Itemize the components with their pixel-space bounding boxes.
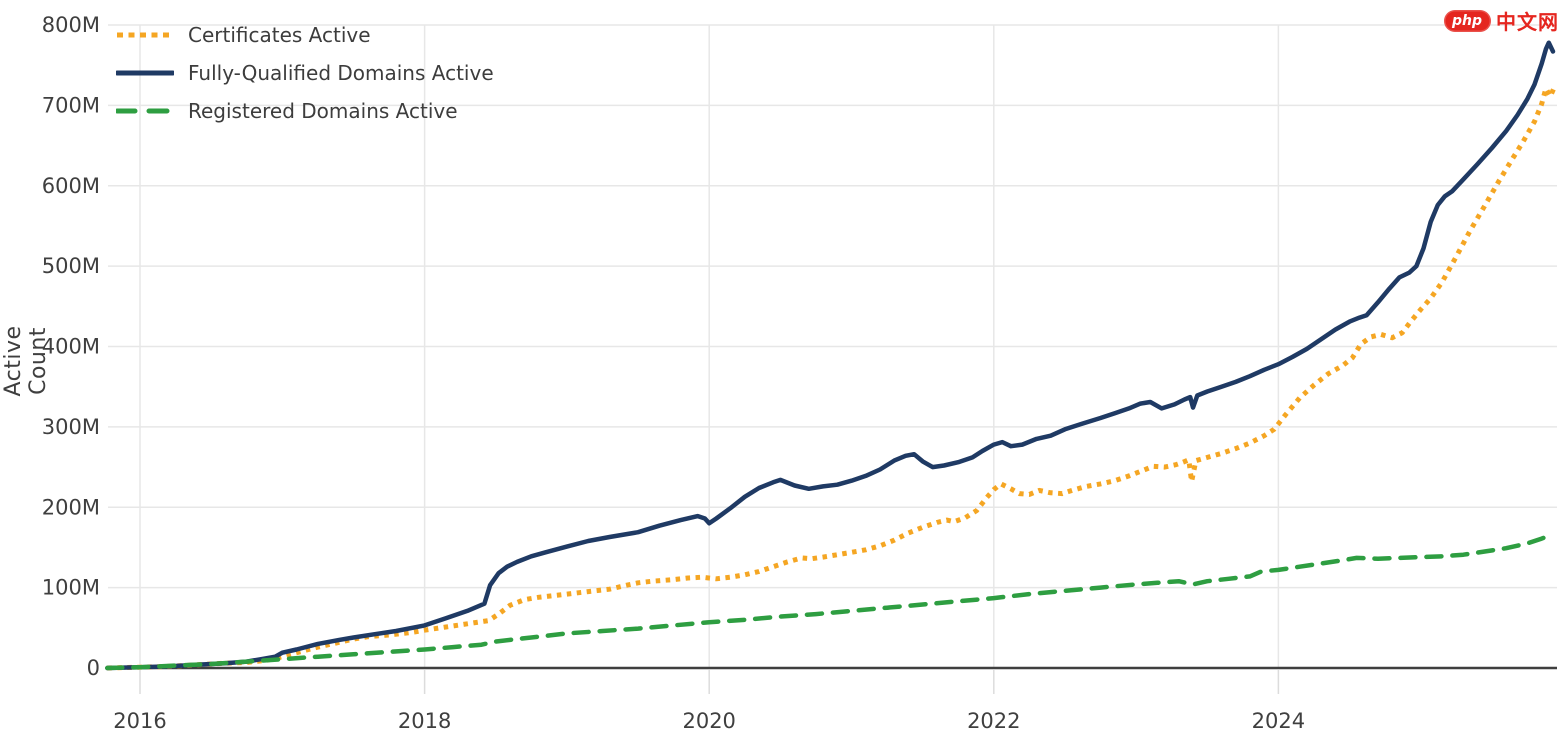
php-logo-badge: php xyxy=(1443,9,1491,32)
svg-text:500M: 500M xyxy=(42,254,100,278)
svg-text:2016: 2016 xyxy=(113,709,166,733)
chart-legend: Certificates Active Fully-Qualified Doma… xyxy=(116,16,494,130)
fqdn-line-swatch-icon xyxy=(116,70,174,76)
site-watermark: php 中文网 xyxy=(1443,6,1559,35)
svg-text:2024: 2024 xyxy=(1252,709,1305,733)
svg-text:100M: 100M xyxy=(42,576,100,600)
y-axis-title: Active Count xyxy=(1,325,51,397)
certificates-line-swatch-icon xyxy=(117,32,173,38)
site-name-text: 中文网 xyxy=(1496,10,1559,34)
legend-item-fqdn[interactable]: Fully-Qualified Domains Active xyxy=(116,54,494,92)
svg-text:700M: 700M xyxy=(42,93,100,117)
svg-text:400M: 400M xyxy=(42,335,100,359)
legend-label: Registered Domains Active xyxy=(188,99,458,123)
svg-text:300M: 300M xyxy=(42,415,100,439)
svg-text:800M: 800M xyxy=(42,13,100,37)
registered-line-swatch-icon xyxy=(116,108,174,114)
svg-text:600M: 600M xyxy=(42,174,100,198)
legend-item-registered[interactable]: Registered Domains Active xyxy=(116,92,494,130)
legend-label: Certificates Active xyxy=(188,23,371,47)
svg-text:2018: 2018 xyxy=(398,709,451,733)
svg-text:200M: 200M xyxy=(42,495,100,519)
legend-label: Fully-Qualified Domains Active xyxy=(188,61,494,85)
svg-text:0: 0 xyxy=(87,656,100,680)
svg-text:2020: 2020 xyxy=(682,709,735,733)
svg-text:2022: 2022 xyxy=(967,709,1020,733)
legend-item-certificates[interactable]: Certificates Active xyxy=(116,16,494,54)
